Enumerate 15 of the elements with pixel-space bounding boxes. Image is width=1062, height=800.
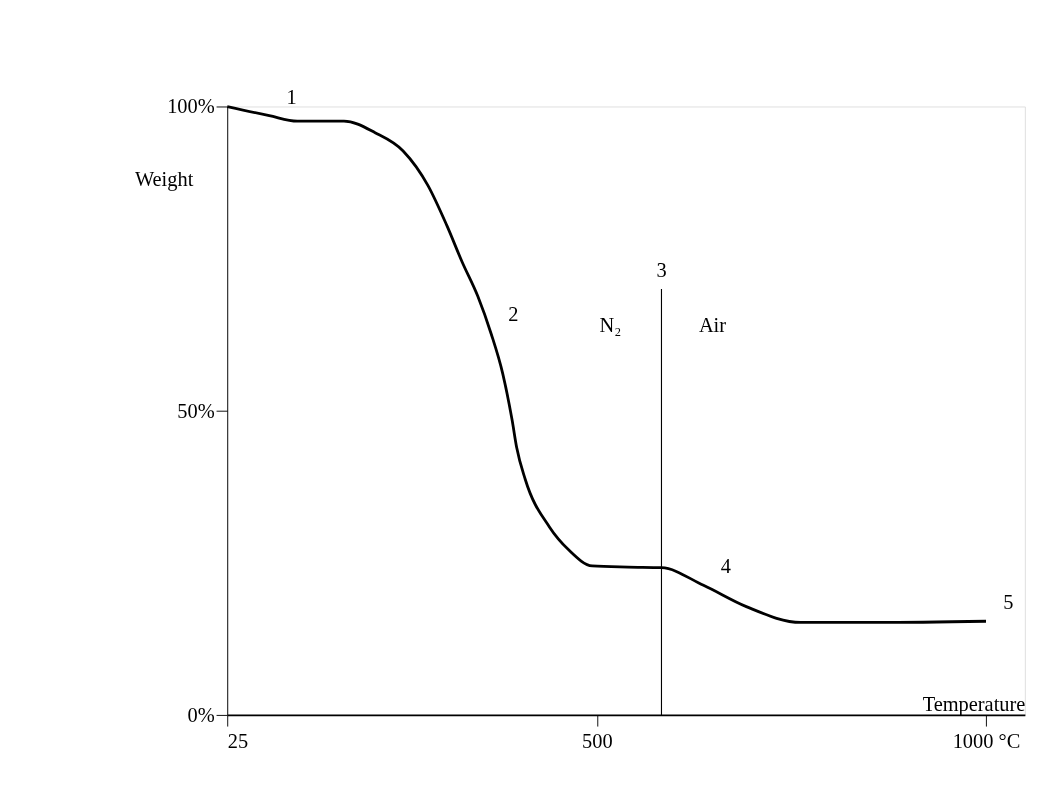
y-axis-title: Weight xyxy=(134,167,194,191)
y-tick-label: 100% xyxy=(167,95,215,118)
annotation: 4 xyxy=(720,555,731,578)
y-tick-label: 0% xyxy=(187,703,215,726)
x-tick-label: 1000 °C xyxy=(952,729,1021,752)
annotation: 3 xyxy=(656,258,667,281)
annotation: Air xyxy=(698,314,727,337)
annotation: 1 xyxy=(286,85,297,108)
x-axis-title: Temperature xyxy=(922,692,1026,716)
x-tick-label: 25 xyxy=(227,729,249,752)
annotation: 5 xyxy=(1003,591,1014,614)
annotation: N₂ xyxy=(599,314,622,337)
annotation: 2 xyxy=(508,303,519,326)
y-tick-label: 50% xyxy=(177,399,215,422)
x-tick-label: 500 xyxy=(582,729,613,752)
